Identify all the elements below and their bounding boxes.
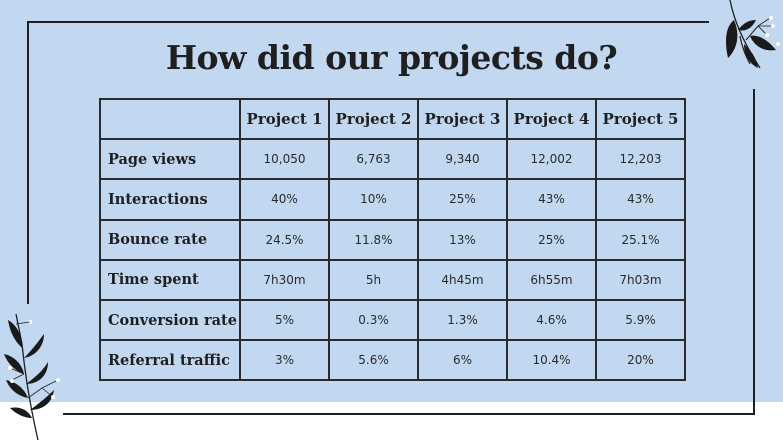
table-cell: 7h30m bbox=[239, 258, 330, 301]
projects-table: Project 1 Project 2 Project 3 Project 4 … bbox=[99, 97, 686, 382]
table-cell: 10% bbox=[328, 178, 419, 221]
table-header-row: Project 1 Project 2 Project 3 Project 4 … bbox=[99, 97, 686, 141]
table-header-project-2: Project 2 bbox=[328, 97, 419, 141]
table-cell: 3% bbox=[239, 339, 330, 382]
table-cell: 24.5% bbox=[239, 218, 330, 261]
row-label: Referral traffic bbox=[99, 339, 241, 382]
table-cell: 40% bbox=[239, 178, 330, 221]
table-cell: 4.6% bbox=[506, 298, 597, 342]
table-cell: 0.3% bbox=[328, 298, 419, 342]
table-cell: 4h45m bbox=[417, 258, 508, 301]
table-row: Interactions 40% 10% 25% 43% 43% bbox=[99, 178, 686, 221]
table-header-project-5: Project 5 bbox=[595, 97, 686, 141]
table-row: Conversion rate 5% 0.3% 1.3% 4.6% 5.9% bbox=[99, 298, 686, 342]
table-cell: 12,002 bbox=[506, 138, 597, 181]
table-row: Referral traffic 3% 5.6% 6% 10.4% 20% bbox=[99, 339, 686, 382]
table-header-project-3: Project 3 bbox=[417, 97, 508, 141]
row-label: Conversion rate bbox=[99, 298, 241, 342]
table-cell: 5h bbox=[328, 258, 419, 301]
table-cell: 11.8% bbox=[328, 218, 419, 261]
table-cell: 5.6% bbox=[328, 339, 419, 382]
table-cell: 12,203 bbox=[595, 138, 686, 181]
table-cell: 25.1% bbox=[595, 218, 686, 261]
row-label: Page views bbox=[99, 138, 241, 181]
frame-line-left bbox=[27, 21, 29, 304]
frame-line-right bbox=[753, 89, 755, 415]
row-label: Interactions bbox=[99, 178, 241, 221]
table-cell: 10,050 bbox=[239, 138, 330, 181]
frame-line-top bbox=[27, 21, 709, 23]
leaf-branch-icon bbox=[0, 313, 70, 444]
table-cell: 25% bbox=[506, 218, 597, 261]
table-cell: 9,340 bbox=[417, 138, 508, 181]
table-cell: 6% bbox=[417, 339, 508, 382]
table-cell: 7h03m bbox=[595, 258, 686, 301]
table-cell: 43% bbox=[506, 178, 597, 221]
table-cell: 5% bbox=[239, 298, 330, 342]
table-cell: 43% bbox=[595, 178, 686, 221]
table-cell: 6h55m bbox=[506, 258, 597, 301]
table-cell: 1.3% bbox=[417, 298, 508, 342]
table-cell: 20% bbox=[595, 339, 686, 382]
table-header-project-4: Project 4 bbox=[506, 97, 597, 141]
table-cell: 25% bbox=[417, 178, 508, 221]
table-row: Page views 10,050 6,763 9,340 12,002 12,… bbox=[99, 138, 686, 181]
table-cell: 5.9% bbox=[595, 298, 686, 342]
frame-line-bottom bbox=[63, 413, 755, 415]
slide-title: How did our projects do? bbox=[165, 38, 618, 77]
table-header-project-1: Project 1 bbox=[239, 97, 330, 141]
row-label: Bounce rate bbox=[99, 218, 241, 261]
table-cell: 6,763 bbox=[328, 138, 419, 181]
table-cell: 13% bbox=[417, 218, 508, 261]
table-row: Time spent 7h30m 5h 4h45m 6h55m 7h03m bbox=[99, 258, 686, 301]
leaf-branch-icon bbox=[716, 0, 783, 79]
table-header-empty bbox=[99, 97, 241, 141]
table-row: Bounce rate 24.5% 11.8% 13% 25% 25.1% bbox=[99, 218, 686, 261]
row-label: Time spent bbox=[99, 258, 241, 301]
table-cell: 10.4% bbox=[506, 339, 597, 382]
